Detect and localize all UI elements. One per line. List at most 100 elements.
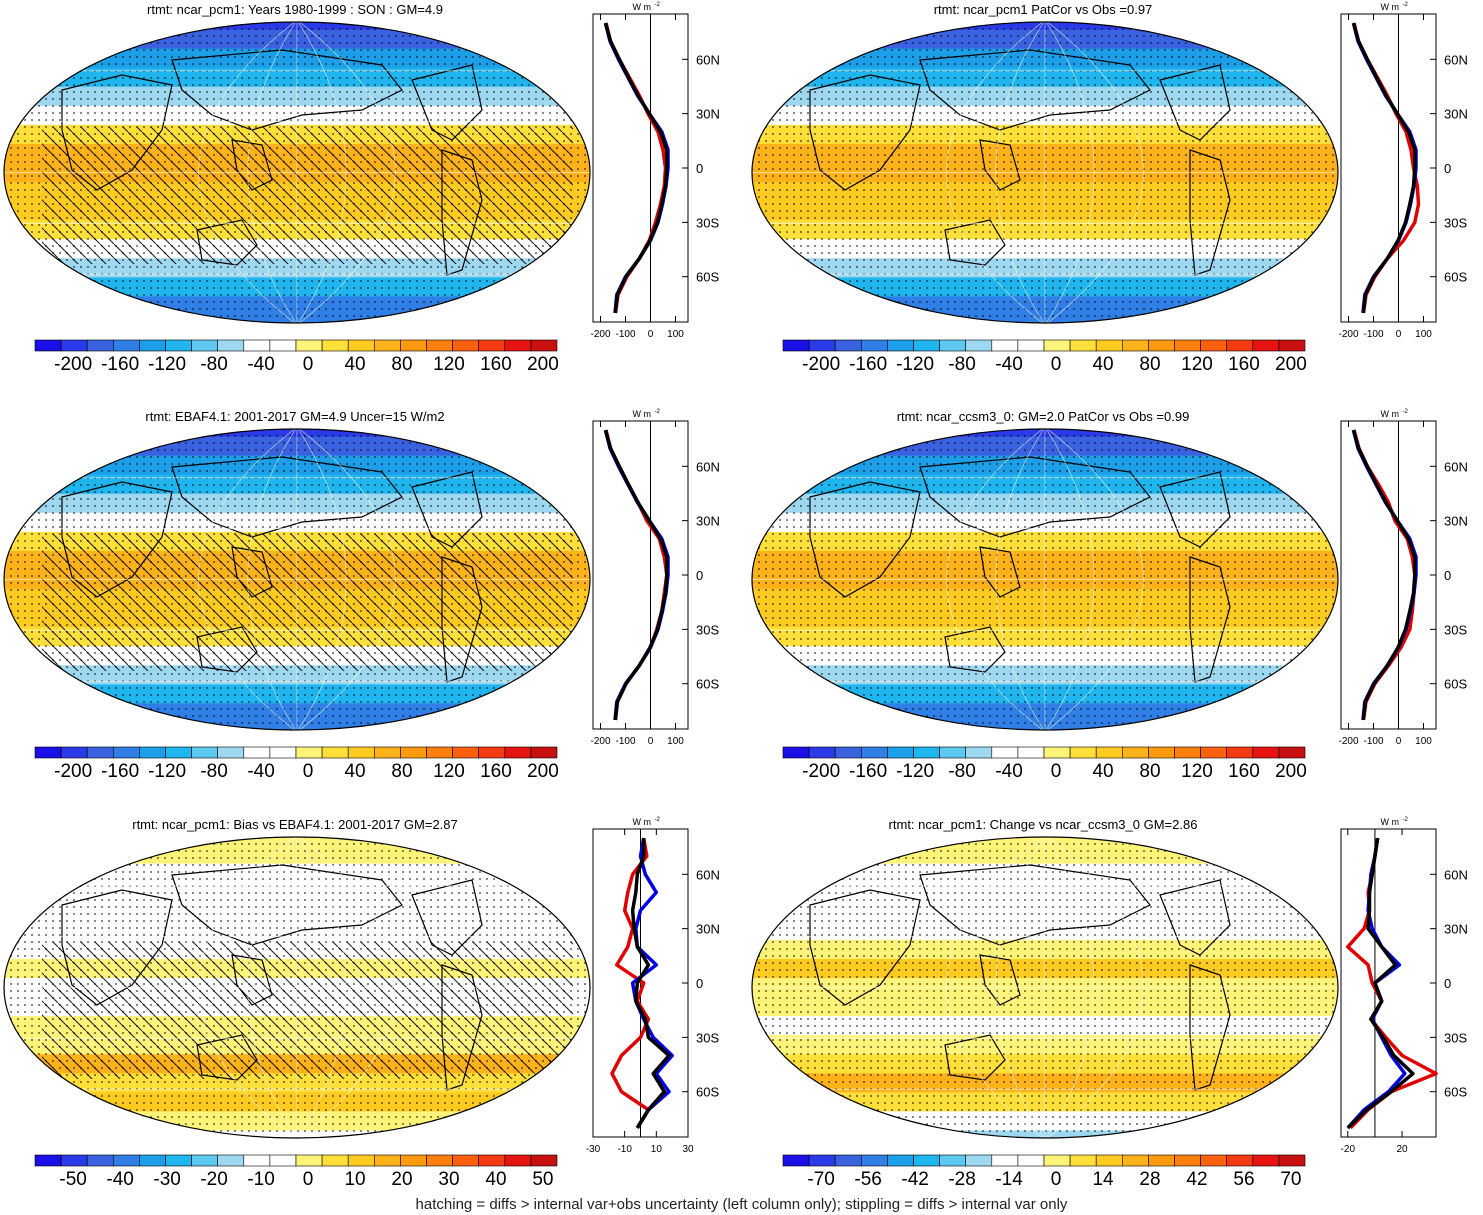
colorbar-tick-label: -20 [200, 1169, 228, 1190]
coastline [979, 954, 1021, 1006]
lat-label: 60N [1444, 867, 1468, 882]
colorbar-tick-label: -120 [148, 761, 187, 782]
colorbar-swatch [347, 339, 375, 352]
colorbar-tick-label: -40 [995, 761, 1023, 782]
lat-label: 30N [696, 514, 720, 529]
colorbar-tick-label: -50 [59, 1169, 87, 1190]
colorbar-swatch [400, 1154, 427, 1167]
chart-panel-5: rtmt: ncar_pcm1: Bias vs EBAF4.1: 2001-2… [0, 815, 740, 1215]
lat-label: 0 [1444, 568, 1451, 583]
colorbar-swatch [1148, 1154, 1175, 1167]
coastline [979, 139, 1021, 191]
zonal-line-obs [630, 837, 674, 1129]
colorbar-tick-label: 80 [391, 761, 413, 782]
coastline [196, 219, 258, 266]
colorbar-swatch [1148, 746, 1175, 759]
colorbar-tick-label: 0 [302, 1169, 314, 1190]
zonal-mean-plot: -200 -100 0 100 W m -2 60N 30N 0 30S 60S [590, 2, 719, 340]
lat-label: 0 [1444, 976, 1451, 991]
zonal-x-tick-label: 100 [667, 736, 684, 747]
zonal-line-ref [603, 429, 669, 721]
chart-title: rtmt: ncar_pcm1: Change vs ncar_ccsm3_0 … [888, 817, 1198, 832]
robinson-map [751, 836, 1339, 1139]
zonal-x-tick-label: 0 [648, 329, 654, 340]
coastline [441, 556, 483, 683]
robinson-map [3, 836, 591, 1139]
colorbar-swatch [1043, 339, 1071, 352]
colorbar-tick-label: -160 [101, 761, 140, 782]
colorbar-swatch [808, 746, 836, 759]
lat-label: 60S [696, 270, 719, 285]
colorbar-tick-label: 42 [1186, 1169, 1208, 1190]
zonal-x-tick-label: 100 [667, 329, 684, 340]
colorbar-swatch [504, 339, 532, 352]
colorbar [782, 339, 1306, 352]
lat-label: 30N [1444, 107, 1468, 122]
colorbar-tick-label: 160 [480, 354, 512, 375]
colorbar-tick-label: -80 [200, 761, 228, 782]
lat-label: 60N [1444, 52, 1468, 67]
colorbar-swatch [939, 339, 967, 352]
colorbar-swatch [452, 339, 480, 352]
colorbar-swatch [426, 746, 453, 759]
colorbar [782, 1154, 1306, 1167]
colorbar-swatch [295, 1154, 323, 1167]
coastline [919, 456, 1151, 538]
colorbar-tick-label: 14 [1092, 1169, 1114, 1190]
zonal-line-model [1352, 22, 1421, 314]
colorbar-tick-label: 80 [1139, 354, 1161, 375]
colorbar-swatch [217, 746, 245, 759]
zonal-x-tick-label: -200 [590, 329, 610, 340]
coastline [196, 1034, 258, 1081]
colorbar-swatch [217, 1154, 245, 1167]
colorbar-swatch [243, 339, 271, 352]
zonal-x-tick-label: -30 [586, 1144, 601, 1155]
colorbar-swatch [34, 746, 62, 759]
colorbar-swatch [834, 339, 862, 352]
colorbar-tick-label: 120 [433, 761, 465, 782]
lat-label: 60N [1444, 459, 1468, 474]
colorbar-labels: -200 -160 -120 -80 -40 0 40 80 120 160 200 [782, 354, 1307, 376]
zonal-units-sup: -2 [1403, 409, 1409, 415]
colorbar-swatch [782, 339, 810, 352]
colorbar-swatch [965, 746, 993, 759]
colorbar-swatch [60, 339, 88, 352]
colorbar-swatch [321, 339, 349, 352]
colorbar-swatch [991, 339, 1019, 352]
lat-label: 0 [696, 568, 703, 583]
zonal-units: W m [1381, 409, 1400, 419]
colorbar-swatch [991, 746, 1019, 759]
colorbar-tick-label: 200 [1275, 761, 1307, 782]
lat-label: 0 [696, 976, 703, 991]
colorbar-swatch [1095, 339, 1123, 352]
lat-label: 60N [696, 459, 720, 474]
zonal-line-obs [1351, 22, 1418, 314]
colorbar-tick-label: 40 [1092, 761, 1114, 782]
colorbar-tick-label: -70 [807, 1169, 835, 1190]
colorbar [34, 1154, 558, 1167]
colorbar-swatch [295, 746, 323, 759]
colorbar-tick-label: 80 [391, 354, 413, 375]
colorbar-swatch [191, 339, 219, 352]
colorbar-tick-label: -160 [849, 761, 888, 782]
colorbar-swatch [1069, 746, 1097, 759]
colorbar-swatch [1043, 1154, 1071, 1167]
colorbar-tick-label: -160 [101, 354, 140, 375]
hatching-region [42, 126, 573, 264]
colorbar-tick-label: -30 [153, 1169, 181, 1190]
lat-label: 30S [696, 215, 719, 230]
coastline [979, 546, 1021, 598]
zonal-x-tick-label: 100 [1415, 329, 1432, 340]
zonal-line-obs [603, 429, 670, 721]
colorbar-swatch [861, 746, 888, 759]
colorbar-tick-label: -40 [106, 1169, 134, 1190]
colorbar-tick-label: 0 [1050, 1169, 1062, 1190]
coastline [944, 626, 1006, 673]
zonal-mean-plot: -200 -100 0 100 W m -2 60N 30N 0 30S 60S [590, 409, 720, 747]
coastline [196, 626, 258, 673]
lat-label: 30N [1444, 922, 1468, 937]
colorbar-tick-label: -40 [247, 354, 275, 375]
zonal-line-ref [1351, 22, 1417, 314]
zonal-units: W m [1381, 2, 1400, 12]
colorbar-swatch [530, 339, 558, 352]
